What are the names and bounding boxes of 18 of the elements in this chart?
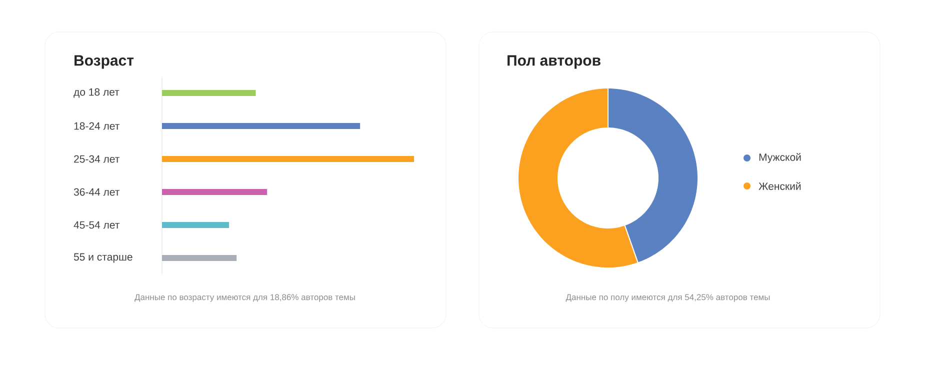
- y-tick-label: 45-54 лет: [74, 221, 120, 229]
- bar: [162, 222, 230, 228]
- y-tick-label: 36-44 лет: [74, 188, 120, 196]
- chart-title: Возраст: [74, 55, 134, 69]
- y-tick-label: 55 и старше: [74, 253, 132, 263]
- bar: [162, 123, 360, 129]
- text: Данные по полу имеются для 54,25% авторов темы: [566, 294, 770, 302]
- chart-title: Пол авторов: [508, 55, 600, 69]
- y-tick-label: 18-24 лет: [74, 122, 120, 130]
- bar: [162, 189, 268, 195]
- text: Данные по возрасту имеются для 18,86% авторов темы: [134, 294, 355, 302]
- y-tick-label: до 18 лет: [74, 88, 120, 98]
- legend-label: Мужской: [759, 153, 801, 163]
- bar: [162, 90, 256, 96]
- legend-label: Женский: [758, 182, 801, 190]
- bar: [162, 156, 414, 162]
- bar: [162, 255, 237, 261]
- y-tick-label: 25-34 лет: [74, 155, 120, 163]
